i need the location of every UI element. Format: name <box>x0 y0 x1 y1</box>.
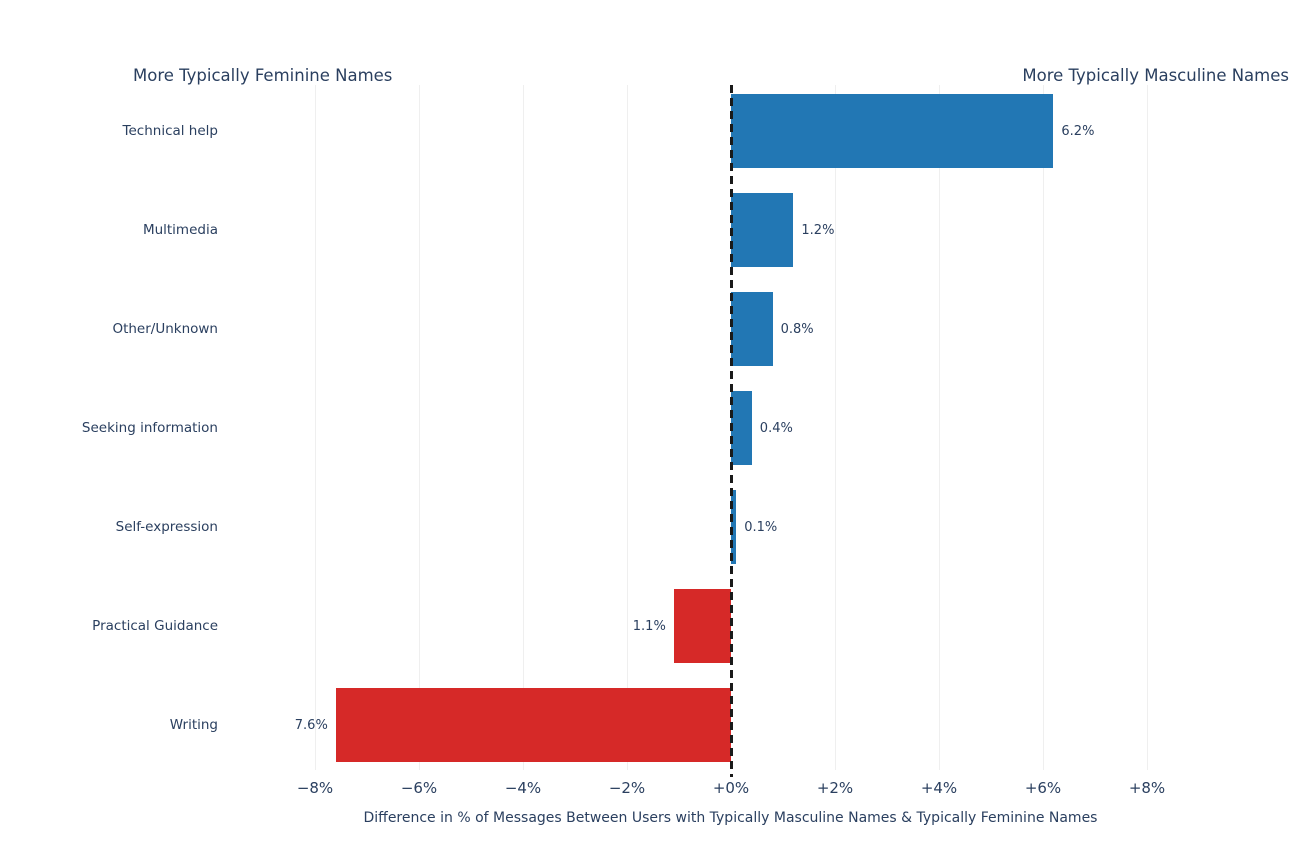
gridline <box>522 85 524 770</box>
category-label-technical-help: Technical help <box>122 123 218 139</box>
bar-practical-guidance[interactable] <box>673 589 731 663</box>
x-tick-label: +0% <box>712 779 750 797</box>
bar-self-expression[interactable] <box>731 490 737 564</box>
category-label-other-unknown: Other/Unknown <box>112 321 218 337</box>
gridline <box>626 85 628 770</box>
bar-multimedia[interactable] <box>731 193 794 267</box>
x-tick-label: +4% <box>920 779 958 797</box>
gridline <box>834 85 836 770</box>
bar-value-label: 0.1% <box>744 520 778 535</box>
gridline <box>1042 85 1044 770</box>
bar-value-label: 6.2% <box>1061 124 1095 139</box>
gridline <box>418 85 420 770</box>
category-label-writing: Writing <box>169 717 218 733</box>
right-column-header: More Typically Masculine Names <box>1022 66 1289 85</box>
category-label-practical-guidance: Practical Guidance <box>92 618 218 634</box>
x-tick-label: +6% <box>1024 779 1062 797</box>
bar-writing[interactable] <box>335 688 731 762</box>
x-tick-label: +8% <box>1128 779 1166 797</box>
bar-value-label: 0.4% <box>759 421 793 436</box>
x-axis-title: Difference in % of Messages Between User… <box>363 810 1098 826</box>
bar-value-label: 1.1% <box>632 619 666 634</box>
bar-value-label: 7.6% <box>294 718 328 733</box>
left-column-header: More Typically Feminine Names <box>133 66 393 85</box>
x-tick-label: −8% <box>296 779 334 797</box>
gridline <box>314 85 316 770</box>
gridline <box>938 85 940 770</box>
bar-technical-help[interactable] <box>731 94 1054 168</box>
gridline <box>1146 85 1148 770</box>
bar-value-label: 1.2% <box>801 223 835 238</box>
x-tick-label: −6% <box>400 779 438 797</box>
category-label-self-expression: Self-expression <box>115 519 218 535</box>
bar-value-label: 0.8% <box>780 322 814 337</box>
x-tick-label: +2% <box>816 779 854 797</box>
bar-seeking-information[interactable] <box>731 391 752 465</box>
x-tick-label: −4% <box>504 779 542 797</box>
zero-baseline <box>729 85 733 777</box>
bar-other-unknown[interactable] <box>731 292 773 366</box>
x-tick-label: −2% <box>608 779 646 797</box>
category-label-multimedia: Multimedia <box>142 222 218 238</box>
category-label-seeking-information: Seeking information <box>81 420 218 436</box>
